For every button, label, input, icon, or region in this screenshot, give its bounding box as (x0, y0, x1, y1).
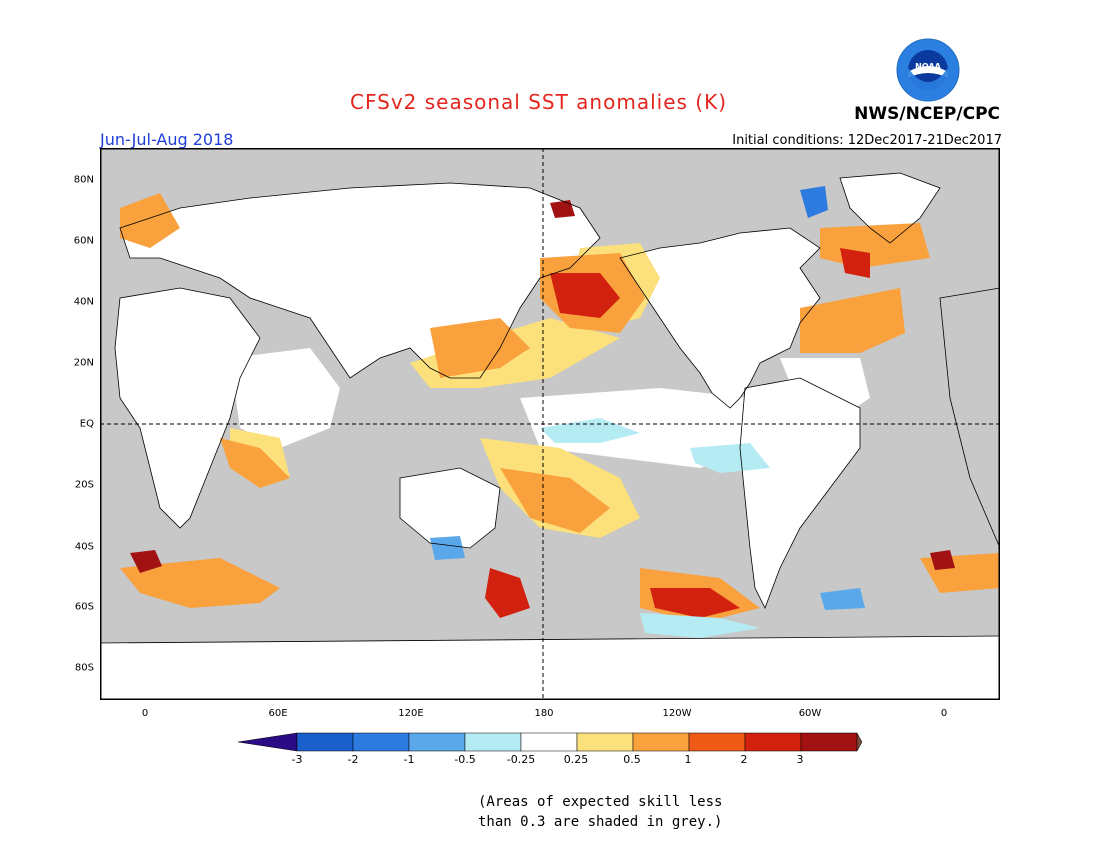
lat-tick: 80S (74, 662, 94, 674)
colorbar-swatch (632, 732, 690, 752)
lon-tick: 120E (398, 708, 424, 719)
agency-label: NWS/NCEP/CPC (854, 104, 1000, 124)
lat-tick: 60N (73, 235, 94, 247)
colorbar-max-arrow (856, 732, 863, 752)
lat-tick: 60S (74, 601, 94, 613)
colorbar-label: 3 (796, 753, 804, 766)
lat-tick: 20N (73, 357, 94, 369)
colorbar-label: 0.25 (563, 753, 589, 766)
colorbar-label: -0.5 (454, 753, 476, 766)
coastlines (100, 172, 1000, 644)
colorbar-swatch (800, 732, 858, 752)
footnote-line: (Areas of expected skill less (478, 794, 723, 810)
colorbar-min-arrow (238, 732, 298, 752)
colorbar-swatch (744, 732, 802, 752)
lat-tick: 20S (74, 479, 94, 491)
colorbar-swatch (296, 732, 354, 752)
colorbar-label: 2 (740, 753, 748, 766)
colorbar-swatch (520, 732, 578, 752)
lon-tick: 0 (940, 708, 948, 719)
lon-tick: 180 (534, 708, 554, 719)
colorbar-label: -1 (403, 753, 415, 766)
colorbar-swatch (464, 732, 522, 752)
colorbar-swatch (576, 732, 634, 752)
colorbar-swatch (408, 732, 466, 752)
map-frame (100, 148, 1000, 700)
lon-tick: 60E (268, 708, 288, 719)
skill-footnote: (Areas of expected skill less than 0.3 a… (478, 792, 722, 832)
map-title: CFSv2 seasonal SST anomalies (K) (350, 90, 727, 114)
colorbar-label: -0.25 (506, 753, 536, 766)
sst-anomaly-map (100, 148, 1000, 700)
lat-tick: 40S (74, 541, 94, 553)
lon-tick: 120W (662, 708, 692, 719)
noaa-logo: NOAA (896, 38, 960, 102)
lat-tick: EQ (79, 418, 94, 430)
initial-conditions-label: Initial conditions: 12Dec2017-21Dec2017 (732, 133, 1002, 148)
lat-tick: 40N (73, 296, 94, 308)
anomaly-patches (120, 186, 1000, 638)
svg-text:NOAA: NOAA (915, 62, 941, 71)
footnote-line: than 0.3 are shaded in grey.) (478, 814, 723, 830)
lon-tick: 60W (798, 708, 822, 719)
colorbar-label: 0.5 (623, 753, 641, 766)
colorbar-label: -3 (291, 753, 303, 766)
season-label: Jun-Jul-Aug 2018 (100, 130, 234, 149)
colorbar-label: -2 (347, 753, 359, 766)
colorbar-swatch (688, 732, 746, 752)
colorbar-label: 1 (684, 753, 692, 766)
colorbar-swatch (352, 732, 410, 752)
colorbar (238, 732, 863, 752)
lat-tick: 80N (73, 174, 94, 186)
lon-tick: 0 (141, 708, 149, 719)
